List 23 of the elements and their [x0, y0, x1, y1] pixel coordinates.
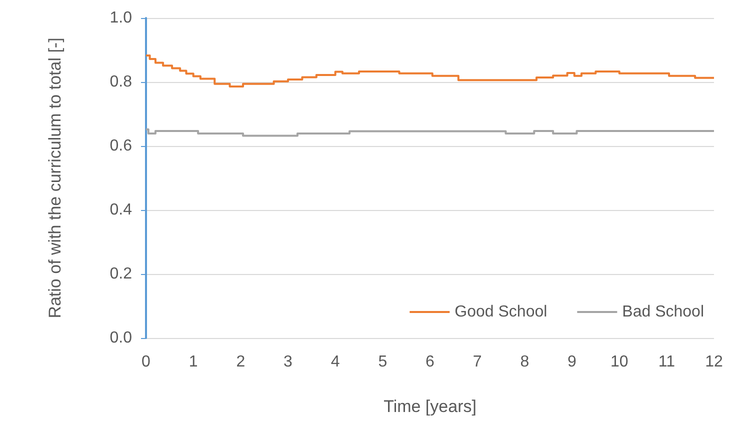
x-tick-label: 10 — [610, 354, 628, 370]
legend-label: Good School — [454, 304, 548, 320]
x-tick-label: 1 — [188, 354, 198, 370]
x-axis-title: Time [years] — [384, 397, 476, 416]
y-tick-label: 0.2 — [110, 266, 132, 282]
x-tick-label: 4 — [330, 354, 340, 370]
x-tick-label: 11 — [658, 354, 676, 370]
x-tick-label: 8 — [520, 354, 530, 370]
x-tick-label: 5 — [378, 354, 388, 370]
x-tick-label: 7 — [472, 354, 482, 370]
x-tick-label: 0 — [142, 354, 151, 370]
y-axis-title: Ratio of with the curriculum to total [-] — [46, 38, 64, 318]
y-tick-label: 0.0 — [110, 330, 132, 346]
x-tick-label: 2 — [236, 354, 246, 370]
y-tick-label: 0.6 — [110, 138, 132, 154]
x-tick-label: 3 — [284, 354, 293, 370]
legend-label: Bad School — [622, 304, 704, 320]
y-tick-label: 1.0 — [110, 10, 132, 26]
x-tick-label: 6 — [426, 354, 435, 370]
y-tick-label: 0.4 — [110, 202, 132, 218]
y-tick-label: 0.8 — [110, 74, 132, 90]
x-tick-label: 9 — [568, 354, 577, 370]
x-tick-label: 12 — [705, 354, 723, 370]
